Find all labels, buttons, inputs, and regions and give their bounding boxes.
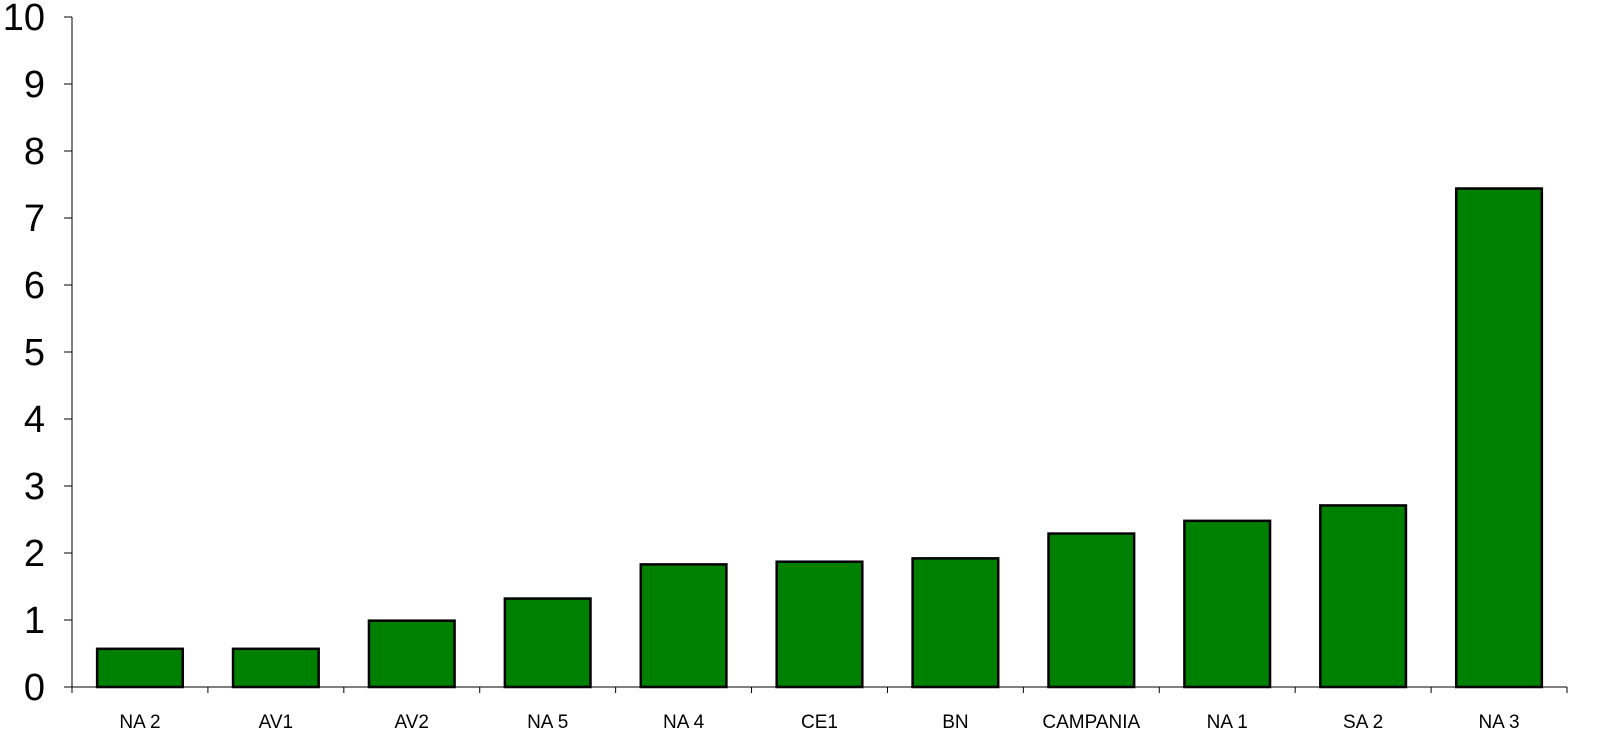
y-tick-label: 7 xyxy=(24,198,45,240)
y-tick-label: 6 xyxy=(24,265,45,307)
x-tick-label: CAMPANIA xyxy=(1042,712,1140,733)
bar-na-3 xyxy=(1454,187,1544,689)
bars-group xyxy=(95,187,1544,689)
x-tick-label: AV2 xyxy=(395,712,430,733)
bar-na-2 xyxy=(95,647,185,689)
y-tick-label: 4 xyxy=(24,399,45,441)
y-tick-label: 2 xyxy=(24,533,45,575)
x-tick-label: AV1 xyxy=(259,712,294,733)
x-tick-label: NA 5 xyxy=(527,712,568,733)
x-tick-label: BN xyxy=(942,712,968,733)
y-tick-label: 8 xyxy=(24,131,45,173)
x-tick-label: NA 1 xyxy=(1207,712,1248,733)
bar-bn xyxy=(911,557,1000,689)
y-tick-label: 0 xyxy=(24,667,45,709)
bar-av2 xyxy=(367,619,456,689)
y-tick-label: 5 xyxy=(24,332,45,374)
x-tick-label: SA 2 xyxy=(1343,712,1383,733)
x-tick-label: NA 3 xyxy=(1478,712,1519,733)
y-tick-label: 9 xyxy=(24,64,45,106)
x-tick-label: CE1 xyxy=(801,712,838,733)
x-tick-label: NA 4 xyxy=(663,712,705,733)
bar-na-5 xyxy=(503,597,592,689)
y-tick-label: 10 xyxy=(3,0,45,39)
bar-av1 xyxy=(231,647,320,689)
bar-campania xyxy=(1047,532,1136,689)
y-axis-ticks: 0 1 2 3 4 5 6 7 8 9 10 xyxy=(3,0,72,709)
x-axis-ticks: NA 2 AV1 AV2 NA 5 NA 4 CE1 BN CAMPANIA NA 1 SA 2 N… xyxy=(71,687,1568,733)
bar-sa-2 xyxy=(1319,504,1408,689)
bar-na-4 xyxy=(639,563,728,689)
x-tick-label: NA 2 xyxy=(119,712,160,733)
bar-ce1 xyxy=(775,560,864,689)
y-tick-label: 3 xyxy=(24,466,45,508)
y-tick-label: 1 xyxy=(24,600,45,642)
bar-na-1 xyxy=(1183,519,1272,689)
